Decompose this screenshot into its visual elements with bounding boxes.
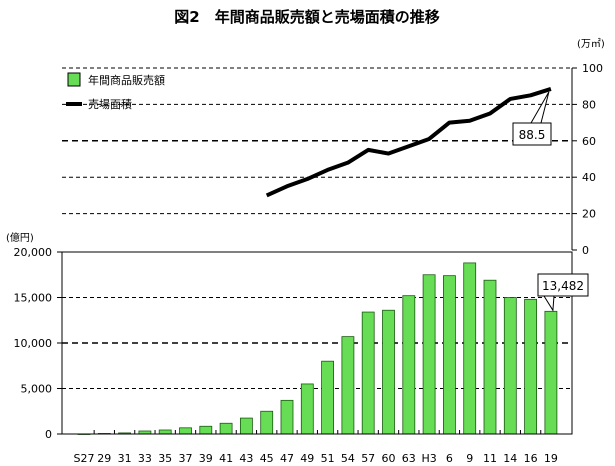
line-callout-box [512,122,552,146]
line-callout-label: 88.5 [519,128,546,142]
x-tick-label: 47 [280,452,294,465]
bar-16 [524,298,537,435]
bar-49 [300,383,314,435]
bar-37 [179,427,192,435]
bar-43 [239,417,253,435]
bar-y-tick-label: 15,000 [14,292,53,305]
line-y-tick-label: 60 [582,135,596,148]
bar-60 [382,309,395,435]
line-y-tick-label: 0 [582,244,589,257]
bar-63 [402,295,416,435]
line-y-tick-label: 80 [582,98,596,111]
x-tick-label: 60 [382,452,396,465]
bar-45 [260,410,274,435]
x-tick-label: H3 [421,452,436,465]
x-tick-label: 39 [199,452,213,465]
x-tick-label: 29 [97,452,111,465]
x-tick-label: 51 [321,452,335,465]
x-tick-label: 49 [300,452,314,465]
bar-35 [158,429,172,435]
x-tick-label: 9 [466,452,473,465]
x-tick-label: 45 [260,452,274,465]
line-callout-pointer [530,91,550,124]
bar-y-tick-label: 5,000 [21,383,53,396]
legend-bar-swatch [67,72,81,87]
x-tick-label: 33 [138,452,152,465]
x-tick-label: 19 [544,452,558,465]
line-y-tick-label: 20 [582,208,596,221]
x-tick-label: 37 [179,452,193,465]
bar-callout-pointer [543,295,555,312]
bar-9 [463,262,477,435]
x-tick-label: 57 [361,452,375,465]
legend-line-label: 売場面積 [88,97,132,111]
x-tick-label: 41 [219,452,233,465]
bar-54 [341,336,355,435]
bar-unit-label: (億円) [6,231,34,244]
x-tick-label: 14 [503,452,517,465]
bar-H3 [422,274,436,435]
x-tick-label: 6 [446,452,453,465]
bar-callout-label: 13,482 [542,279,584,293]
bar-callout-box [537,273,589,297]
bar-39 [199,425,213,435]
x-tick-label: 16 [524,452,538,465]
bar-57 [361,311,375,435]
x-tick-label: 35 [158,452,172,465]
x-tick-label: 63 [402,452,416,465]
x-tick-label: S27 [74,452,95,465]
line-y-tick-label: 40 [582,171,596,184]
bar-41 [219,422,233,435]
bar-11 [483,279,497,435]
line-unit-label: (万㎡) [577,38,605,50]
x-tick-label: 43 [239,452,253,465]
bar-51 [321,360,335,435]
bar-y-tick-label: 20,000 [14,246,53,259]
legend: 年間商品販売額 売場面積 [66,72,165,111]
x-tick-label: 11 [483,452,497,465]
bar-6 [442,275,456,435]
x-tick-label: 31 [118,452,132,465]
line-series-sales-floor-area [265,87,552,198]
bar-panel: 0 5,000 10,000 15,000 20,000 S27 29 31 33 35 37 39 4… [14,246,589,465]
bar-47 [280,399,294,435]
bar-19 [544,310,558,435]
chart-title: 図2 年間商品販売額と売場面積の推移 [174,8,439,26]
legend-bar-label: 年間商品販売額 [88,73,165,87]
bar-14 [503,297,517,435]
x-tick-label: 54 [341,452,355,465]
line-panel: 0 20 40 60 80 100 88.5 [62,62,603,257]
bar-y-tick-label: 0 [45,428,52,441]
line-y-tick-label: 100 [582,62,603,75]
bar-y-tick-label: 10,000 [14,337,53,350]
